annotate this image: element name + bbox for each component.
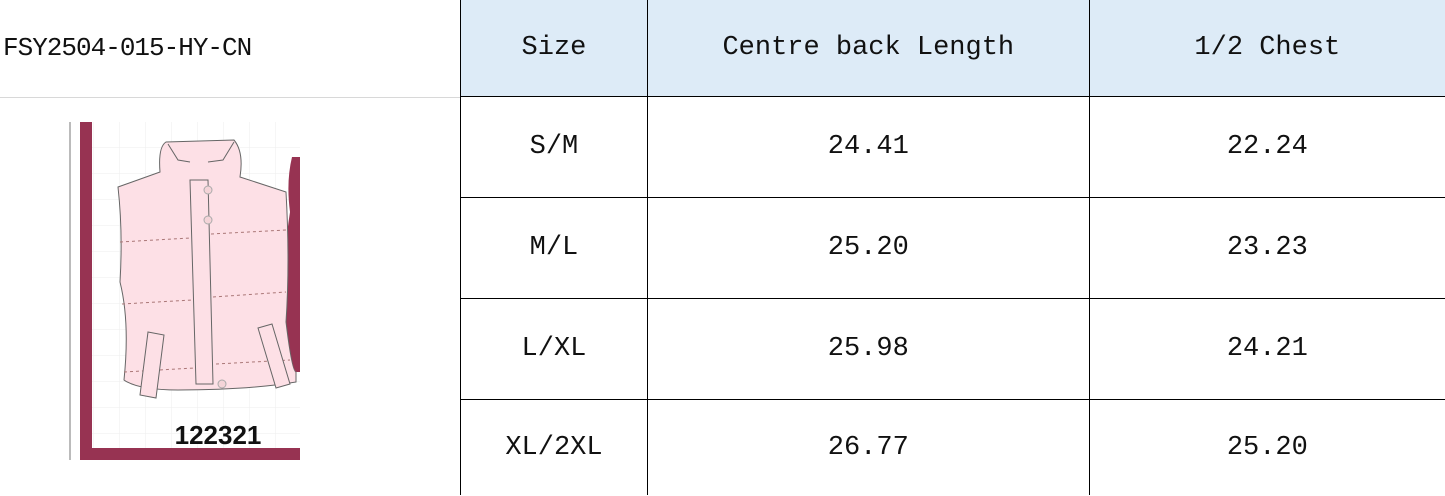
length-cell: 25.20 xyxy=(646,197,1090,299)
chest-cell: 23.23 xyxy=(1088,197,1445,299)
chest-cell: 22.24 xyxy=(1088,96,1445,198)
chest-cell: 25.20 xyxy=(1088,399,1445,495)
table-row: XL/2XL 26.77 25.20 xyxy=(460,399,1445,495)
table-row: L/XL 25.98 24.21 xyxy=(460,298,1445,400)
header-centre-back-length: Centre back Length xyxy=(646,0,1090,97)
length-cell: 25.98 xyxy=(646,298,1090,400)
size-cell: L/XL xyxy=(460,298,648,400)
table-row: M/L 25.20 23.23 xyxy=(460,197,1445,299)
divider xyxy=(0,97,460,98)
product-image: 122321 xyxy=(68,122,300,462)
size-chart-table: Size Centre back Length 1/2 Chest S/M 24… xyxy=(460,0,1445,495)
chest-cell: 24.21 xyxy=(1088,298,1445,400)
table-row: S/M 24.41 22.24 xyxy=(460,96,1445,198)
size-cell: S/M xyxy=(460,96,648,198)
product-image-label: 122321 xyxy=(175,420,262,450)
header-half-chest: 1/2 Chest xyxy=(1088,0,1445,97)
length-cell: 26.77 xyxy=(646,399,1090,495)
length-cell: 24.41 xyxy=(646,96,1090,198)
table-header-row: Size Centre back Length 1/2 Chest xyxy=(460,0,1445,97)
header-size: Size xyxy=(460,0,648,97)
size-cell: XL/2XL xyxy=(460,399,648,495)
style-code: FSY2504-015-HY-CN xyxy=(3,33,252,63)
size-cell: M/L xyxy=(460,197,648,299)
